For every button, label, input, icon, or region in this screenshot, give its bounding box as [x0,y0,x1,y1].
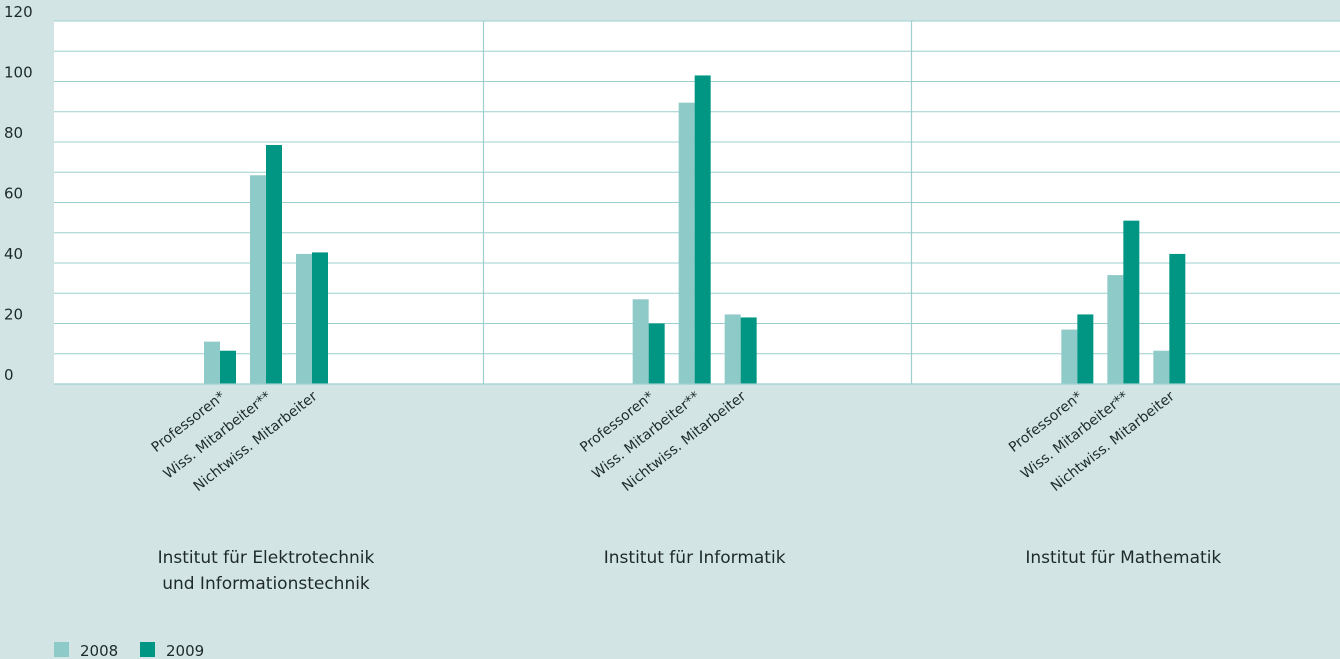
y-tick-label: 100 [4,64,33,82]
bar [204,341,220,384]
y-tick-label: 80 [4,124,23,142]
group-label: Institut für Informatik [604,548,786,568]
group-label: Institut für Elektrotechnik [158,548,375,568]
bar [1077,314,1094,384]
bar [1169,253,1186,384]
bar [1153,350,1170,384]
bar [678,102,695,385]
legend-label: 2008 [80,642,118,659]
category-labels: Professoren*Wiss. Mitarbeiter**Nichtwiss… [149,388,1178,495]
y-tick-label: 40 [4,245,23,263]
bar [250,175,266,384]
y-axis-ticks: 0 20 40 60 80 100 120 [4,3,33,384]
y-tick-label: 20 [4,306,23,324]
y-tick-label: 60 [4,185,23,203]
bar [648,323,665,384]
bar [724,314,741,384]
legend-swatch [54,642,69,657]
bars [204,75,1186,385]
y-tick-label: 120 [4,3,33,21]
bar [740,317,757,384]
legend-label: 2009 [166,642,204,659]
bar [1123,220,1140,384]
legend-swatch [140,642,155,657]
legend: 2008 2009 [54,642,204,659]
bar [1107,275,1124,384]
y-tick-label: 0 [4,366,14,384]
bar [296,253,312,384]
bar [694,75,711,384]
bar [312,252,328,384]
bar [266,145,282,384]
bar [632,299,649,384]
group-label: und Informationstechnik [162,574,370,594]
bar [220,350,236,384]
group-labels: Institut für Elektrotechnik und Informati… [158,548,1222,594]
group-label: Institut für Mathematik [1025,548,1221,568]
bar [1061,329,1078,384]
